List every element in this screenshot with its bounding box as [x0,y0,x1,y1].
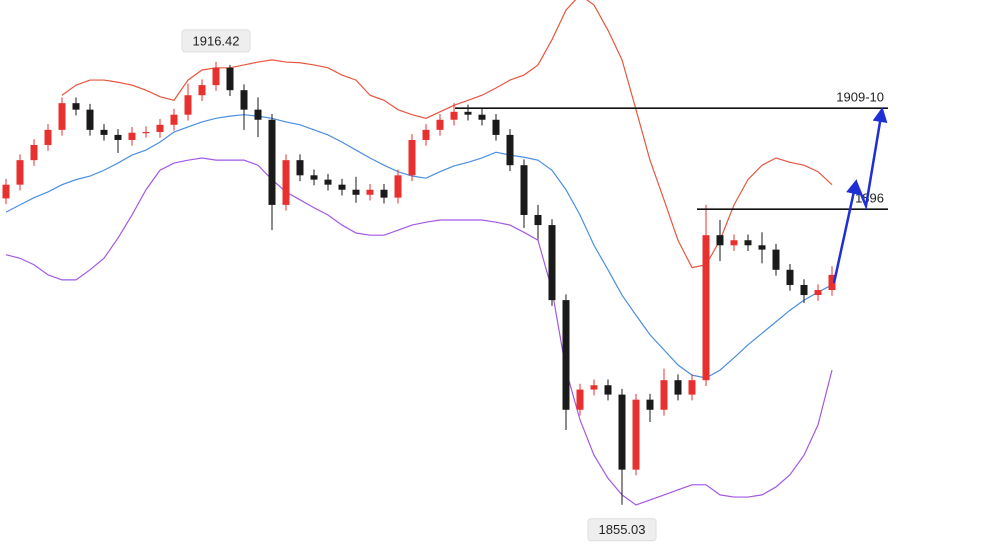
candle-body [226,67,234,91]
labels-layer: 1916.42 1855.03 [181,29,657,542]
candle-body [464,111,472,115]
candle-body [814,290,822,296]
candle-body [44,129,52,146]
candle-body [58,103,66,130]
candle-body [268,119,276,205]
candle-body [520,165,528,215]
candle-body [674,380,682,395]
candle-body [688,380,696,395]
candle-body [450,111,458,120]
candle-body [828,274,836,291]
candle-body [800,284,808,296]
candle-body [408,139,416,176]
candles-layer [2,61,836,505]
callout-box [587,518,657,542]
candle-body [170,114,178,125]
candle-body [562,300,570,410]
band-line [5,114,833,379]
candle-body [366,189,374,195]
candle-body [338,184,346,190]
candle-body [744,240,752,246]
candle-body [548,225,556,301]
candle-body [380,189,388,198]
candle-body [394,175,402,198]
candle-body [772,249,780,270]
candle-body [534,214,542,226]
candle-body [128,132,136,140]
candle-body [660,380,668,410]
candle-body [198,85,206,96]
candle-body [758,245,766,250]
candle-body [604,385,612,395]
candle-body [310,175,318,180]
candle-body [632,399,640,470]
candle-body [492,119,500,135]
candle-body [156,124,164,133]
candle-body [100,129,108,135]
candle-body [86,109,94,130]
callout-label: 1916.42 [193,33,240,48]
candle-body [240,90,248,110]
band-line [61,0,833,269]
projection-arrow [832,179,861,284]
candle-body [296,160,304,176]
candle-body [576,389,584,410]
candle-body [506,134,514,166]
candle-body [786,269,794,285]
candle-body [212,67,220,86]
candle-body [352,189,360,195]
candle-body [436,119,444,130]
candle-body [478,114,486,120]
candle-body [422,129,430,140]
candle-body [16,160,24,185]
candle-body [646,399,654,410]
candle-body [184,95,192,115]
candle-body [324,179,332,185]
candle-body [2,184,10,199]
candle-body [702,235,710,381]
candle-body [282,160,290,205]
candle-body [142,132,150,134]
band-line [5,157,833,506]
candle-body [114,134,122,140]
projection-arrow [854,107,888,211]
candle-body [254,109,262,120]
callout-label: 1855.03 [599,522,646,537]
candle-body [618,394,626,470]
candle-body [590,385,598,390]
candle-body [72,103,80,110]
candle-body [30,145,38,161]
candle-body [730,240,738,246]
level-label: 1909-10 [836,90,884,105]
candle-body [716,235,724,246]
callout-box [181,29,251,53]
